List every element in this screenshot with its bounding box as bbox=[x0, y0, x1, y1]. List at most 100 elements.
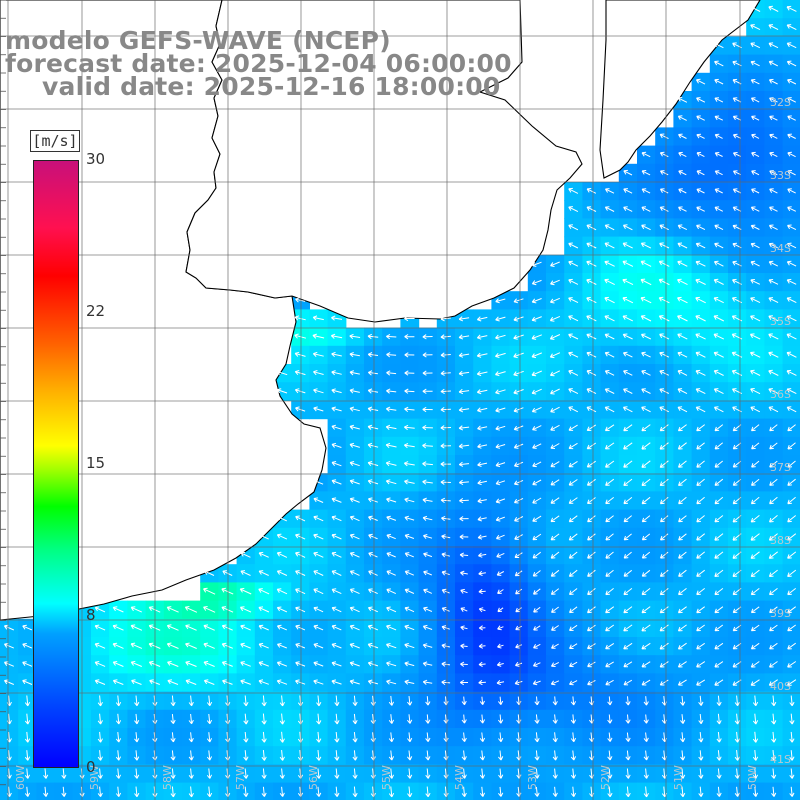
wind-arrow bbox=[713, 369, 724, 376]
wind-arrow bbox=[771, 731, 777, 743]
wind-arrow bbox=[312, 315, 324, 321]
wind-arrow bbox=[786, 369, 797, 376]
wind-arrow bbox=[349, 497, 360, 503]
wind-arrow bbox=[497, 643, 504, 649]
wind-arrow bbox=[696, 515, 705, 523]
lat-label: 32S bbox=[770, 96, 791, 109]
wind-arrow bbox=[751, 133, 760, 139]
wind-arrow bbox=[695, 388, 706, 395]
wind-arrow bbox=[643, 750, 649, 761]
wind-arrow bbox=[695, 242, 706, 249]
wind-arrow bbox=[477, 534, 487, 540]
wind-arrow bbox=[769, 115, 778, 121]
wind-arrow bbox=[222, 570, 233, 576]
wind-arrow bbox=[276, 515, 288, 522]
wind-arrow bbox=[43, 768, 49, 779]
wind-arrow bbox=[407, 714, 413, 724]
wind-arrow bbox=[550, 533, 560, 541]
wind-arrow bbox=[422, 424, 433, 431]
wind-arrow bbox=[677, 406, 688, 413]
wind-arrow bbox=[115, 750, 122, 761]
wind-arrow bbox=[422, 479, 433, 485]
wind-arrow bbox=[458, 334, 470, 340]
wind-arrow bbox=[367, 624, 379, 631]
wind-arrow bbox=[388, 768, 395, 779]
wind-arrow bbox=[313, 388, 324, 394]
wind-arrow bbox=[660, 533, 669, 541]
wind-arrow bbox=[533, 606, 541, 613]
wind-arrow bbox=[696, 133, 705, 139]
wind-arrow bbox=[313, 606, 324, 613]
wind-arrow bbox=[367, 461, 379, 467]
wind-arrow bbox=[623, 679, 633, 686]
wind-arrow bbox=[313, 533, 324, 540]
wind-arrow bbox=[352, 750, 358, 761]
wind-arrow bbox=[533, 588, 541, 595]
wind-arrow bbox=[750, 297, 761, 304]
wind-arrow bbox=[750, 679, 760, 686]
wind-arrow bbox=[716, 731, 722, 743]
colorbar-tick-15: 15 bbox=[86, 454, 106, 472]
wind-arrow bbox=[515, 588, 523, 595]
wind-arrow bbox=[166, 624, 179, 631]
wind-arrow bbox=[495, 407, 506, 413]
wind-arrow bbox=[622, 296, 634, 304]
wind-arrow bbox=[623, 515, 633, 523]
wind-arrow bbox=[459, 497, 469, 504]
wind-arrow bbox=[441, 661, 451, 667]
wind-arrow bbox=[658, 278, 670, 286]
wind-arrow bbox=[714, 242, 724, 249]
wind-arrow bbox=[787, 624, 796, 632]
wind-arrow bbox=[568, 424, 578, 431]
wind-arrow bbox=[386, 515, 397, 521]
wind-arrow bbox=[714, 97, 724, 103]
wind-arrow bbox=[714, 551, 724, 559]
wind-arrow bbox=[295, 679, 306, 685]
wind-arrow bbox=[294, 351, 306, 357]
wind-arrow bbox=[112, 624, 124, 631]
wind-arrow bbox=[607, 696, 613, 706]
wind-arrow bbox=[134, 732, 140, 743]
wind-arrow bbox=[641, 679, 651, 686]
wind-arrow bbox=[240, 570, 251, 576]
wind-arrow bbox=[640, 315, 652, 322]
wind-arrow bbox=[425, 696, 431, 706]
wind-arrow bbox=[498, 714, 504, 724]
wind-arrow bbox=[134, 768, 140, 779]
wind-arrow bbox=[240, 551, 251, 558]
wind-arrow bbox=[696, 170, 705, 176]
wind-arrow bbox=[605, 679, 614, 686]
wind-arrow bbox=[460, 570, 468, 576]
wind-arrow bbox=[334, 786, 340, 798]
wind-arrow bbox=[188, 768, 194, 779]
wind-arrow bbox=[261, 713, 267, 725]
wind-arrow bbox=[185, 624, 197, 631]
wind-arrow bbox=[750, 260, 760, 267]
wind-arrow bbox=[768, 533, 778, 541]
wind-arrow bbox=[331, 570, 342, 576]
wind-arrow bbox=[313, 370, 324, 376]
wind-arrow bbox=[714, 224, 724, 231]
wind-arrow bbox=[659, 460, 669, 468]
wind-arrow bbox=[659, 170, 669, 176]
wind-arrow bbox=[586, 333, 597, 340]
wind-arrow bbox=[769, 151, 778, 158]
wind-arrow bbox=[750, 496, 760, 505]
wind-arrow bbox=[243, 750, 249, 761]
wind-arrow bbox=[532, 662, 541, 667]
wind-arrow bbox=[498, 696, 504, 706]
wind-arrow bbox=[586, 369, 597, 376]
wind-arrow bbox=[352, 695, 358, 707]
wind-arrow bbox=[660, 551, 669, 559]
wind-arrow bbox=[461, 768, 467, 779]
wind-arrow bbox=[513, 407, 524, 413]
wind-arrow bbox=[696, 424, 706, 432]
wind-arrow bbox=[349, 388, 360, 394]
wind-arrow bbox=[678, 496, 687, 505]
wind-arrow bbox=[713, 315, 725, 322]
wind-arrow bbox=[750, 569, 760, 577]
wind-arrow bbox=[786, 260, 797, 267]
wind-arrow bbox=[789, 750, 795, 761]
wind-arrow bbox=[659, 424, 669, 432]
